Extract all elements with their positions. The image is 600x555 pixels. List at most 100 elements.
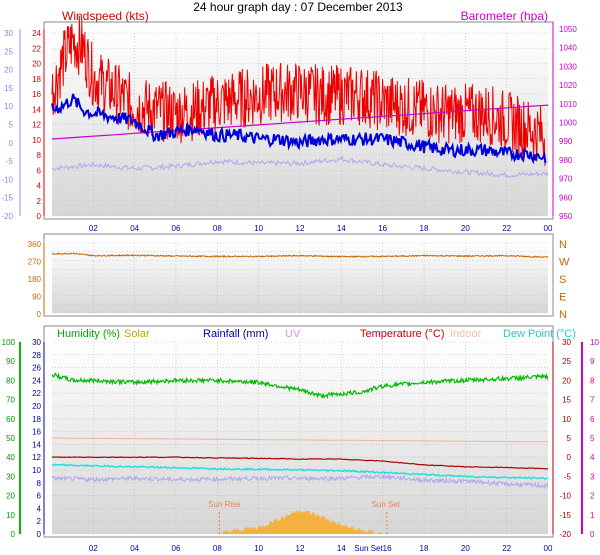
direction-tick-label: 360 [28,240,42,249]
rain-tick-label: 28 [32,351,41,360]
wind-outer-tick-label: 5 [9,121,14,130]
wind-inner-tick-label: 20 [32,60,41,69]
uv-tick-label: 9 [590,357,595,366]
legend-item: Temperature (°C) [360,328,444,340]
compass-label: S [559,274,566,286]
legend-item: Dew Point (°C) [503,328,576,340]
sun-set-label: Sun Set [372,500,401,509]
humidity-x-tick-label: 18 [420,544,429,553]
wind-inner-tick-label: 16 [32,90,41,99]
rain-tick-label: 8 [37,479,42,488]
humidity-outer-tick-label: 100 [2,338,16,347]
compass-label: N [559,239,567,251]
wind-outer-tick-label: -10 [1,175,13,184]
solar-area [219,509,387,534]
humidity-outer-tick-label: 60 [6,415,15,424]
wind-inner-tick-label: 12 [32,121,41,130]
wind-x-tick-label: 16 [378,224,387,233]
wind-inner-tick-label: 6 [37,166,42,175]
wind-inner-tick-label: 10 [32,136,41,145]
wind-right-axis: 1050 1040 1030 1020 1010 1000 990 980 970 960 950 [552,22,577,221]
legend-item: Humidity (%) [57,328,120,340]
rain-tick-label: 10 [32,466,41,475]
temperature-tick-label: -10 [559,492,571,501]
uv-tick-label: 1 [590,511,595,520]
chart-title: 24 hour graph day : 07 December 2013 [193,0,403,14]
barometer-axis-title: Barometer (hpa) [461,9,548,23]
uv-tick-label: 6 [590,415,595,424]
rain-tick-label: 2 [37,517,42,526]
rain-tick-label: 12 [32,453,41,462]
wind-x-tick-label: 14 [337,224,346,233]
rain-tick-label: 26 [32,364,41,373]
humidity-outer-tick-label: 10 [6,511,15,520]
wind-series [51,15,549,179]
direction-series [51,252,549,259]
rain-tick-label: 30 [32,338,41,347]
wind-gust-line [51,15,546,167]
wind-inner-tick-label: 4 [37,182,42,191]
wind-inner-tick-label: 0 [37,212,42,221]
rain-tick-label: 0 [37,530,42,539]
wind-outer-tick-label: 0 [9,139,14,148]
humidity-outer-tick-label: 0 [11,530,16,539]
humidity-outer-tick-label: 40 [6,453,15,462]
dewpoint-line [51,463,549,480]
wind-outer-tick-label: -20 [1,212,13,221]
baro-tick-label: 1050 [559,25,577,34]
temperature-tick-label: -15 [559,511,571,520]
indoor-line [51,437,548,443]
baro-tick-label: 1040 [559,44,577,53]
humidity-outer-tick-label: 20 [6,492,15,501]
legend-item: Rainfall (mm) [203,328,268,340]
uv-tick-label: 7 [590,396,595,405]
sun-rise-label: Sun Rise [208,500,241,509]
temperature-trace-line [51,155,549,179]
wind-outer-tick-label: 25 [4,47,13,56]
wind-x-tick-label: 06 [172,224,181,233]
humidity-outer-tick-label: 50 [6,434,15,443]
baro-tick-label: 1000 [559,119,577,128]
temperature-tick-label: 0 [567,453,572,462]
wind-inner-tick-label: 18 [32,75,41,84]
uv-tick-label: 0 [590,530,595,539]
humidity-outer-tick-label: 70 [6,396,15,405]
humidity-outer-tick-label: 30 [6,472,15,481]
wind-outer-tick-label: -15 [1,194,13,203]
wind-average-line [51,93,547,165]
temperature-line [51,456,549,470]
wind-x-tick-label: 00 [544,224,553,233]
rain-tick-label: 14 [32,440,41,449]
humidity-x-tick-label: 06 [172,544,181,553]
baro-tick-label: 1030 [559,62,577,71]
wind-x-tick-label: 18 [420,224,429,233]
humidity-legend: Humidity (%) Solar Rainfall (mm) UV Temperat… [57,328,576,340]
baro-tick-label: 1010 [559,100,577,109]
direction-tick-label: 90 [32,293,41,302]
wind-inner-tick-label: 8 [37,151,42,160]
baro-tick-label: 970 [559,175,573,184]
humidity-line [51,372,549,400]
baro-tick-label: 990 [559,137,573,146]
wind-outer-tick-label: 15 [4,84,13,93]
uv-tick-label: 2 [590,492,595,501]
rain-tick-label: 16 [32,428,41,437]
temperature-trace-line [51,473,549,490]
humidity-outer-tick-label: 80 [6,376,15,385]
wind-x-tick-label: 22 [502,224,511,233]
temperature-tick-label: 25 [562,357,571,366]
temperature-tick-label: -5 [564,472,572,481]
sun-set-axis-label: Sun Set [354,544,383,553]
humidity-x-tick-label: 20 [461,544,470,553]
rain-tick-label: 20 [32,402,41,411]
baro-tick-label: 980 [559,156,573,165]
legend-item: Indoor [450,328,482,340]
wind-inner-tick-label: 22 [32,44,41,53]
humidity-x-tick-label: 14 [337,544,346,553]
compass-label: E [559,292,566,304]
temperature-tick-label: 5 [567,434,572,443]
